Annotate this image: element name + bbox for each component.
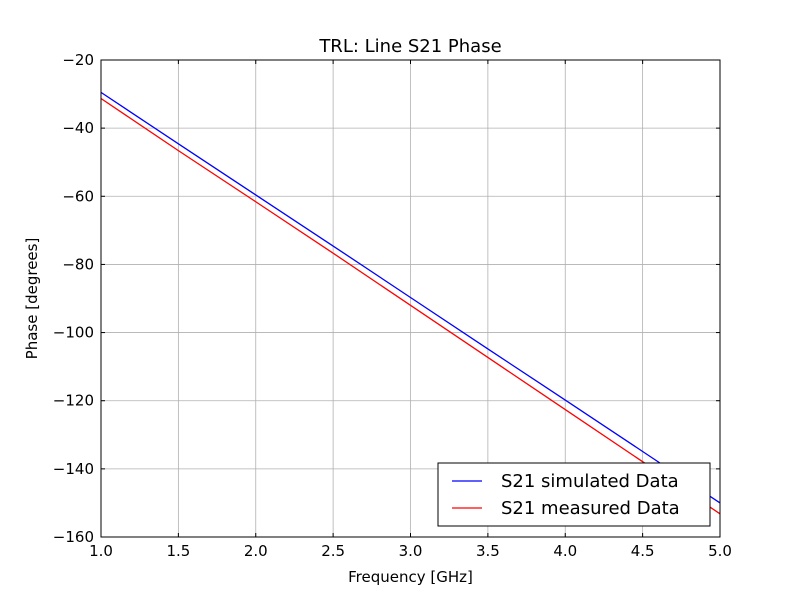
y-tick-label: −80 xyxy=(62,255,94,273)
x-tick-label: 3.0 xyxy=(399,542,423,560)
series-layer xyxy=(100,91,721,515)
x-tick-label: 5.0 xyxy=(708,542,732,560)
y-tick-label: −40 xyxy=(62,119,94,137)
x-tick-label: 1.0 xyxy=(89,542,113,560)
legend-label: S21 measured Data xyxy=(501,498,680,519)
y-tick-label: −60 xyxy=(62,187,94,205)
ticks: 1.0 1.5 2.0 2.5 3.0 3.5 4.0 4.5 5.0 −160 −140 −120 −… xyxy=(53,51,732,560)
legend-label: S21 simulated Data xyxy=(501,471,679,492)
x-tick-label: 2.0 xyxy=(244,542,268,560)
y-tick-label: −100 xyxy=(53,324,94,342)
chart-title: TRL: Line S21 Phase xyxy=(318,36,501,57)
series-line-s21-simulated-data xyxy=(100,91,721,504)
x-tick-label: 4.0 xyxy=(553,542,577,560)
y-tick-label: −140 xyxy=(53,460,94,478)
x-tick-label: 4.5 xyxy=(631,542,655,560)
y-axis-title: Phase [degrees] xyxy=(23,238,41,360)
legend-box xyxy=(437,462,711,527)
x-axis-title: Frequency [GHz] xyxy=(348,568,473,586)
x-tick-label: 3.5 xyxy=(476,542,500,560)
x-tick-label: 1.5 xyxy=(166,542,190,560)
y-tick-label: −160 xyxy=(53,528,94,546)
series-line-s21-measured-data xyxy=(100,97,721,515)
x-tick-label: 2.5 xyxy=(321,542,345,560)
y-tick-label: −20 xyxy=(62,51,94,69)
legend: S21 simulated Data S21 measured Data xyxy=(437,462,711,527)
y-tick-label: −120 xyxy=(53,392,94,410)
